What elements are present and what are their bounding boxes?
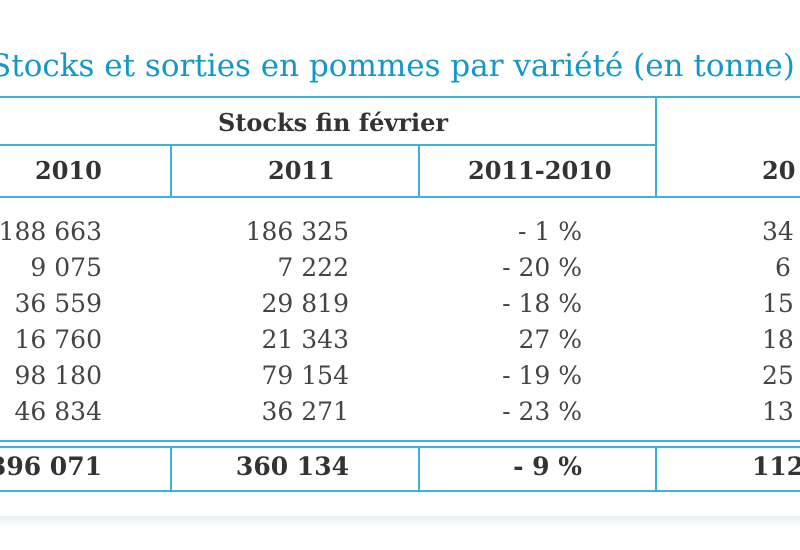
cell: 79 154 (261, 361, 349, 390)
col-header-next: 20 (762, 156, 796, 185)
rule-group (0, 144, 655, 146)
cell: 9 075 (30, 253, 102, 282)
cell: 13 (762, 397, 794, 426)
cell: 6 (775, 253, 791, 282)
cell: - 1 % (517, 217, 582, 246)
cell: 186 325 (245, 217, 349, 246)
total-cell: - 9 % (513, 452, 582, 481)
rule-total-1 (0, 440, 800, 442)
cell: 16 760 (14, 325, 102, 354)
cell: - 23 % (502, 397, 582, 426)
col-divider-1-total (170, 446, 172, 490)
col-header-2011: 2011 (268, 156, 335, 185)
rule-top (0, 96, 800, 98)
col-divider-3 (655, 96, 657, 198)
cell: - 19 % (502, 361, 582, 390)
cell: 36 559 (14, 289, 102, 318)
table-panel (0, 24, 800, 516)
cell: 29 819 (261, 289, 349, 318)
rule-header (0, 196, 800, 198)
cell: 15 (762, 289, 794, 318)
panel-shadow (0, 516, 800, 528)
total-cell: 360 134 (235, 452, 349, 481)
table-title: Stocks et sorties en pommes par variété … (0, 48, 795, 84)
cell: 25 (762, 361, 794, 390)
group-header: Stocks fin février (218, 108, 449, 137)
cell: 46 834 (14, 397, 102, 426)
col-divider-2 (418, 146, 420, 198)
cell: 7 222 (277, 253, 349, 282)
cell: - 20 % (502, 253, 582, 282)
cell: 36 271 (261, 397, 349, 426)
rule-total-2 (0, 446, 800, 448)
cell: 98 180 (14, 361, 102, 390)
col-divider-3-total (655, 446, 657, 490)
col-header-variation: 2011-2010 (468, 156, 612, 185)
total-cell: 396 071 (0, 452, 102, 481)
total-cell: 112 (752, 452, 800, 481)
cell: 21 343 (261, 325, 349, 354)
rule-bottom (0, 490, 800, 492)
cell: 34 (762, 217, 794, 246)
cell: 18 (762, 325, 794, 354)
col-divider-1 (170, 146, 172, 198)
col-header-2010: 2010 (35, 156, 102, 185)
cell: 188 663 (0, 217, 102, 246)
cell: - 18 % (502, 289, 582, 318)
cell: 27 % (518, 325, 582, 354)
col-divider-2-total (418, 446, 420, 490)
